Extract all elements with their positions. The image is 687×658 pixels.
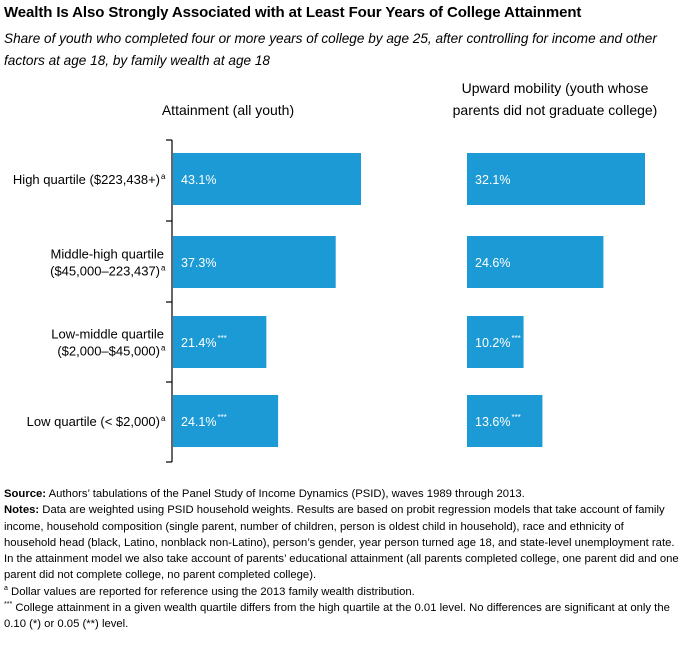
bar [173, 316, 267, 368]
bar [173, 153, 361, 205]
chart-title: Wealth Is Also Strongly Associated with … [4, 4, 582, 21]
category-footnote-mark: a [161, 264, 166, 273]
bar-value-label: 37.3% [181, 256, 216, 270]
significance-mark: *** [217, 413, 226, 422]
bar-value-label: 13.6% [475, 415, 510, 429]
footnote-a-text: Dollar values are reported for reference… [7, 585, 415, 598]
bar-value-label: 24.1% [181, 415, 216, 429]
significance-mark: *** [217, 334, 226, 343]
category-footnote-mark: a [161, 172, 166, 181]
footnote-sig-text: College attainment in a given wealth qua… [4, 602, 670, 631]
notes-text: Data are weighted using PSID household w… [4, 504, 679, 582]
panel-title: Upward mobility (youth whose [462, 80, 649, 96]
category-label: Low-middle quartile [51, 327, 164, 342]
notes-label: Notes: [4, 504, 40, 517]
source-note: Source: Authors’ tabulations of the Pane… [4, 486, 679, 502]
chart-notes: Source: Authors’ tabulations of the Pane… [4, 486, 679, 633]
bar-value-label: 24.6% [475, 256, 510, 270]
bar [467, 236, 604, 288]
category-footnote-mark: a [161, 414, 166, 423]
bar [467, 153, 645, 205]
bar [173, 236, 336, 288]
notes-note: Notes: Data are weighted using PSID hous… [4, 502, 679, 583]
bar-value-label: 43.1% [181, 173, 216, 187]
category-label: ($2,000–$45,000) [57, 344, 160, 359]
category-label: ($45,000–223,437) [50, 264, 160, 279]
panel-title: parents did not graduate college) [453, 102, 658, 118]
chart-subtitle: Share of youth who completed four or mor… [4, 31, 657, 68]
category-label: High quartile ($223,438+) [13, 172, 160, 187]
panel-title: Attainment (all youth) [162, 102, 294, 118]
category-footnote-mark: a [161, 344, 166, 353]
bar [467, 316, 524, 368]
footnote-a: a Dollar values are reported for referen… [4, 584, 679, 600]
significance-mark: *** [511, 334, 520, 343]
category-label: Low quartile (< $2,000) [27, 414, 160, 429]
bar-value-label: 21.4% [181, 336, 216, 350]
footnote-significance: *** College attainment in a given wealth… [4, 600, 679, 633]
category-label: Middle-high quartile [51, 247, 164, 262]
footnote-a-mark: a [4, 585, 8, 593]
footnote-sig-mark: *** [4, 601, 13, 609]
bar [173, 395, 279, 447]
significance-mark: *** [511, 413, 520, 422]
bar [467, 395, 543, 447]
bar-value-label: 10.2% [475, 336, 510, 350]
bar-value-label: 32.1% [475, 173, 510, 187]
source-label: Source: [4, 488, 47, 500]
source-text: Authors’ tabulations of the Panel Study … [46, 488, 525, 500]
